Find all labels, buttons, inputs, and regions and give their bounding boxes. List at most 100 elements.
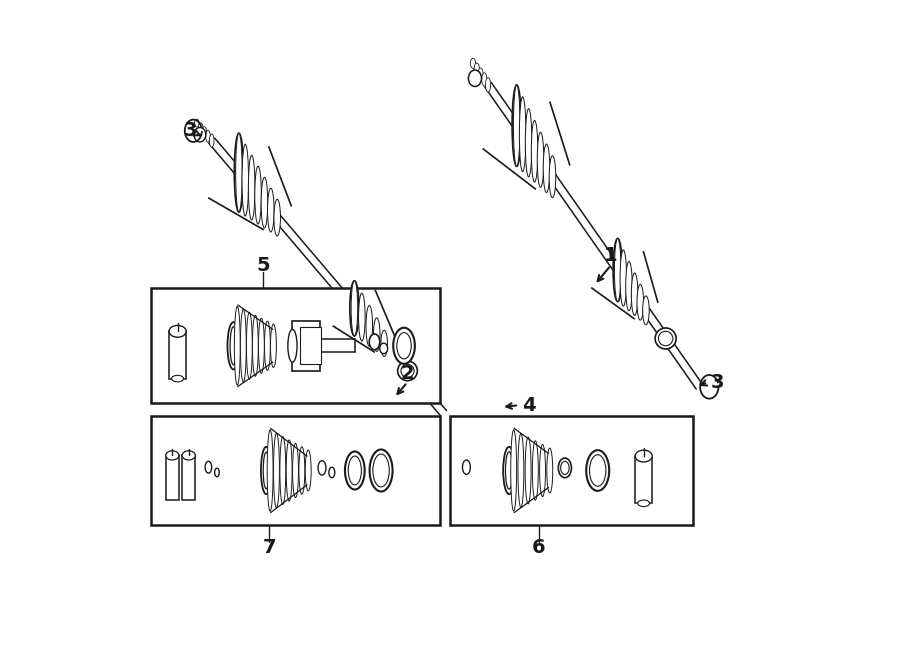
Text: 7: 7 — [263, 538, 276, 557]
Ellipse shape — [401, 364, 414, 377]
Ellipse shape — [194, 119, 199, 127]
Ellipse shape — [286, 440, 292, 501]
Ellipse shape — [271, 324, 276, 367]
Ellipse shape — [305, 450, 311, 491]
Ellipse shape — [280, 436, 286, 504]
Ellipse shape — [234, 307, 240, 385]
Ellipse shape — [533, 441, 538, 500]
Ellipse shape — [166, 451, 179, 460]
Text: 5: 5 — [256, 256, 270, 275]
Bar — [169, 331, 186, 379]
Ellipse shape — [194, 128, 206, 142]
Ellipse shape — [638, 500, 650, 506]
Text: 4: 4 — [522, 396, 536, 414]
Ellipse shape — [373, 454, 390, 487]
Ellipse shape — [374, 318, 380, 352]
Ellipse shape — [549, 156, 555, 198]
Ellipse shape — [252, 315, 258, 376]
Ellipse shape — [463, 460, 471, 475]
Ellipse shape — [228, 322, 239, 369]
Bar — [301, 328, 321, 364]
Ellipse shape — [267, 188, 274, 232]
Bar — [292, 321, 320, 371]
Ellipse shape — [261, 177, 267, 228]
Bar — [151, 289, 440, 403]
Ellipse shape — [526, 437, 531, 504]
Ellipse shape — [205, 461, 212, 473]
Ellipse shape — [393, 328, 415, 364]
Bar — [166, 455, 179, 500]
Ellipse shape — [615, 238, 621, 301]
Ellipse shape — [518, 434, 524, 508]
Ellipse shape — [210, 134, 214, 147]
Bar — [151, 416, 440, 525]
Ellipse shape — [380, 343, 388, 354]
Ellipse shape — [471, 58, 475, 68]
Ellipse shape — [366, 306, 373, 346]
Ellipse shape — [397, 332, 411, 359]
Text: 6: 6 — [532, 538, 545, 557]
Ellipse shape — [468, 70, 482, 87]
Ellipse shape — [274, 433, 279, 508]
Ellipse shape — [510, 430, 517, 511]
Bar — [182, 455, 195, 500]
Ellipse shape — [182, 451, 195, 460]
Ellipse shape — [369, 334, 380, 350]
Ellipse shape — [345, 451, 364, 489]
Ellipse shape — [590, 455, 606, 487]
Ellipse shape — [513, 85, 520, 166]
Ellipse shape — [659, 331, 673, 346]
Ellipse shape — [236, 133, 242, 212]
Ellipse shape — [318, 461, 326, 475]
Ellipse shape — [267, 430, 273, 511]
Ellipse shape — [506, 451, 513, 489]
Ellipse shape — [620, 250, 626, 306]
Ellipse shape — [215, 468, 220, 477]
Ellipse shape — [474, 63, 480, 74]
Ellipse shape — [398, 361, 418, 381]
Ellipse shape — [169, 326, 186, 337]
Ellipse shape — [547, 448, 553, 493]
Ellipse shape — [526, 109, 532, 177]
Ellipse shape — [544, 144, 550, 193]
Ellipse shape — [561, 461, 569, 475]
Ellipse shape — [613, 238, 622, 301]
Text: 3: 3 — [711, 373, 724, 392]
Ellipse shape — [247, 312, 252, 379]
Ellipse shape — [478, 68, 483, 80]
Ellipse shape — [350, 281, 359, 336]
Ellipse shape — [351, 281, 357, 336]
Ellipse shape — [274, 199, 281, 236]
Ellipse shape — [292, 444, 299, 498]
Ellipse shape — [240, 309, 247, 382]
Ellipse shape — [263, 452, 269, 489]
Ellipse shape — [512, 85, 521, 166]
Bar — [635, 456, 652, 503]
Ellipse shape — [255, 166, 261, 224]
Ellipse shape — [202, 126, 207, 137]
Ellipse shape — [626, 261, 633, 311]
Ellipse shape — [261, 447, 272, 494]
Ellipse shape — [537, 132, 544, 187]
Ellipse shape — [503, 447, 515, 494]
Text: 2: 2 — [400, 364, 414, 383]
Ellipse shape — [242, 144, 248, 216]
Ellipse shape — [643, 296, 649, 325]
Ellipse shape — [531, 120, 538, 182]
Ellipse shape — [519, 97, 526, 171]
Ellipse shape — [370, 449, 392, 491]
Ellipse shape — [198, 123, 202, 132]
Ellipse shape — [381, 330, 388, 357]
Ellipse shape — [172, 375, 184, 382]
Ellipse shape — [358, 293, 365, 341]
Bar — [450, 416, 693, 525]
Ellipse shape — [248, 155, 255, 220]
Ellipse shape — [558, 458, 572, 478]
Ellipse shape — [348, 456, 362, 485]
Ellipse shape — [540, 444, 545, 496]
Ellipse shape — [631, 273, 638, 316]
Ellipse shape — [234, 133, 244, 212]
Ellipse shape — [265, 321, 270, 370]
Text: 1: 1 — [604, 246, 617, 265]
Ellipse shape — [328, 467, 335, 478]
